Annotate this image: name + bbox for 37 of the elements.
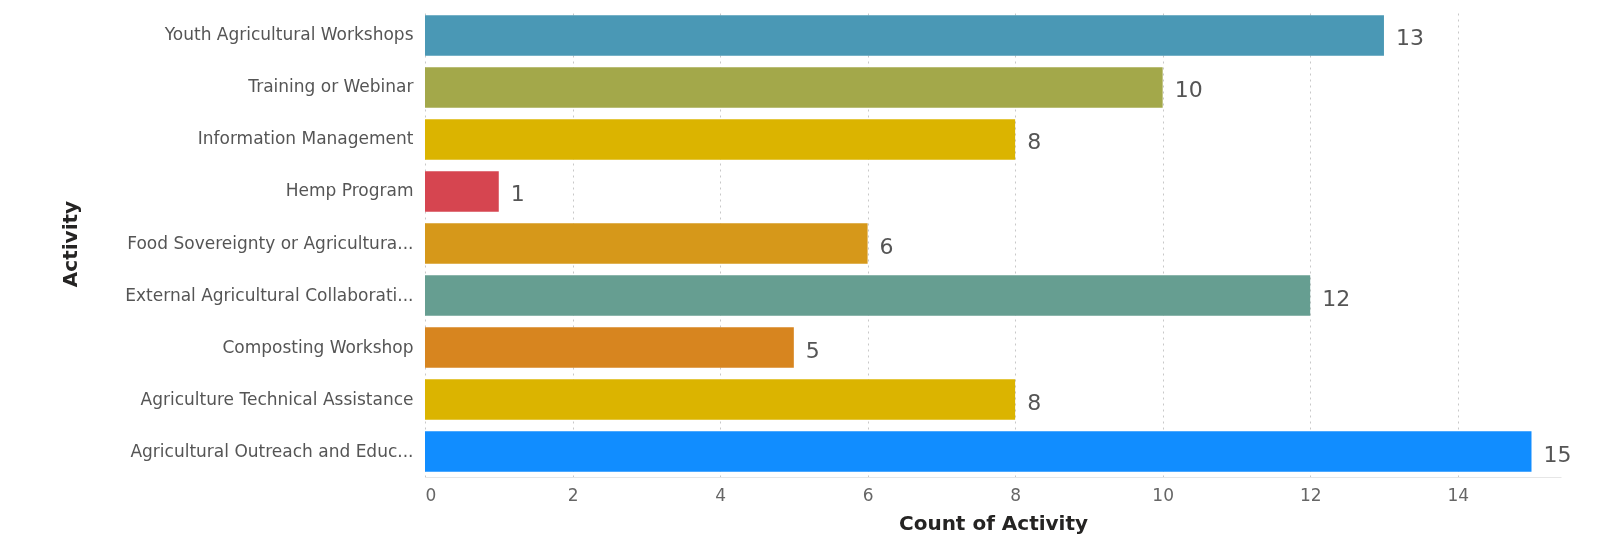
x-tick-label: 2 — [567, 484, 579, 505]
y-tick-label: Hemp Program — [285, 180, 414, 201]
data-label: 13 — [1395, 25, 1424, 51]
x-axis-title: Count of Activity — [898, 510, 1089, 535]
y-tick-label: Composting Workshop — [222, 336, 414, 357]
data-label: 8 — [1027, 129, 1042, 155]
x-tick-label: 6 — [862, 484, 874, 505]
data-label: 1 — [510, 181, 525, 207]
y-tick-label: Youth Agricultural Workshops — [163, 24, 414, 45]
x-tick-label: 0 — [425, 484, 437, 505]
bar — [425, 275, 1311, 316]
x-tick-label: 10 — [1152, 484, 1174, 505]
bar — [425, 15, 1384, 56]
y-tick-label: Food Sovereignty or Agricultura... — [127, 232, 414, 253]
y-tick-label: Training or Webinar — [247, 76, 414, 97]
y-tick-label: Information Management — [197, 128, 414, 149]
y-axis-title: Activity — [57, 200, 82, 288]
y-tick-label: Agriculture Technical Assistance — [140, 388, 414, 409]
bar — [425, 171, 499, 212]
bar — [425, 327, 794, 368]
x-tick-label: 4 — [715, 484, 726, 505]
x-tick-label: 14 — [1447, 484, 1470, 505]
bar — [425, 431, 1532, 472]
data-label: 6 — [879, 233, 894, 259]
bar — [425, 119, 1016, 160]
y-tick-label: External Agricultural Collaborati... — [125, 284, 414, 305]
data-label: 10 — [1174, 77, 1203, 103]
bar — [425, 379, 1016, 420]
y-tick-label: Agricultural Outreach and Educ... — [130, 440, 414, 461]
data-label: 15 — [1543, 441, 1572, 467]
x-tick-label: 12 — [1299, 484, 1322, 505]
data-label: 12 — [1322, 285, 1351, 311]
x-tick-label: 8 — [1010, 484, 1022, 505]
data-label: 5 — [805, 337, 820, 363]
bar — [425, 223, 868, 264]
data-label: 8 — [1027, 389, 1042, 415]
bar — [425, 67, 1163, 108]
